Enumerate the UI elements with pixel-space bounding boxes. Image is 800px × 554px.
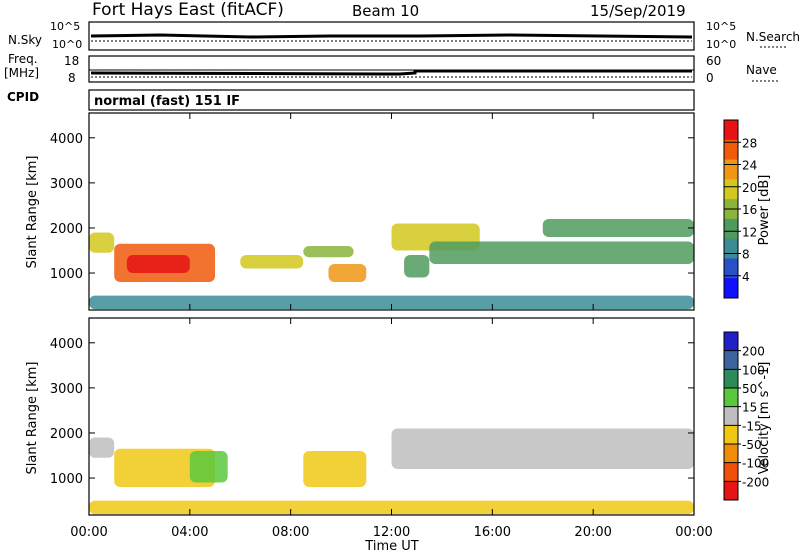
cpid-panel-frame	[88, 89, 695, 111]
velocity-colorbar-tick-label-4: -15	[742, 419, 762, 433]
power-region-2	[126, 255, 190, 274]
velocity-y-axis: 1000 2000 3000 4000	[50, 318, 695, 515]
power-colorbar-swatch-2	[724, 159, 738, 180]
velocity-colorbar-swatch-8	[724, 481, 738, 501]
power-y-axis: 1000 2000 3000 4000	[50, 113, 695, 310]
power-colorbar-tick-label-2: 12	[742, 225, 757, 239]
x-tick-label-6: 00:00	[675, 525, 712, 540]
x-tick-label-4: 16:00	[474, 525, 511, 540]
velocity-heatmap	[89, 428, 694, 515]
noise-right-label: N.Search	[746, 30, 800, 44]
velocity-colorbar-swatch-7	[724, 462, 738, 482]
power-colorbar-swatch-0	[724, 120, 738, 141]
noise-right-tick-top: 10^5	[706, 20, 736, 33]
freq-panel-frame	[88, 55, 695, 83]
power-colorbar-tick-label-5: 24	[742, 159, 757, 173]
noise-left-label: N.Sky	[8, 33, 42, 47]
beam-title: Beam 10	[352, 2, 419, 20]
x-tick-label-2: 08:00	[272, 525, 309, 540]
power-region-0	[89, 232, 115, 253]
velocity-colorbar-tick-label-3: 15	[742, 401, 757, 415]
velocity-region-3	[303, 450, 367, 488]
noise-panel-frame	[88, 21, 695, 51]
velocity-ytick-label-2: 3000	[50, 382, 83, 397]
velocity-colorbar-swatch-2	[724, 369, 738, 389]
freq-trace	[90, 69, 692, 76]
velocity-colorbar-tick-label-0: 200	[742, 345, 765, 359]
power-region-4	[303, 245, 354, 258]
power-colorbar-tick-label-4: 20	[742, 181, 757, 195]
power-region-10	[89, 295, 694, 310]
power-region-8	[429, 241, 694, 265]
velocity-ylabel: Slant Range [km]	[25, 362, 40, 475]
velocity-colorbar-tick-label-5: -50	[742, 438, 762, 452]
power-ytick-label-1: 2000	[50, 222, 83, 237]
velocity-colorbar-frame	[723, 331, 739, 501]
velocity-colorbar-swatch-0	[724, 332, 738, 352]
power-colorbar-swatch-5	[724, 218, 738, 240]
velocity-colorbar-tick-label-2: 50	[742, 382, 757, 396]
noise-left-tick-top: 10^5	[50, 20, 80, 33]
power-region-5	[328, 264, 367, 283]
x-axis-label: Time UT	[364, 539, 418, 554]
power-colorbar-label: Power [dB]	[757, 175, 772, 246]
noise-right-tick-bottom: 10^0	[706, 38, 736, 51]
power-colorbar-tick-label-0: 4	[742, 270, 750, 284]
velocity-region-2	[189, 450, 228, 483]
power-colorbar-swatch-1	[724, 139, 738, 161]
power-colorbar-swatch-6	[724, 238, 738, 259]
power-ytick-label-0: 1000	[50, 267, 83, 282]
power-colorbar-swatch-7	[724, 258, 738, 279]
power-region-7	[404, 255, 430, 278]
noise-left-tick-bottom: 10^0	[52, 38, 82, 51]
velocity-colorbar-swatch-4	[724, 406, 738, 426]
freq-left-tick-bottom: 8	[68, 71, 76, 85]
velocity-colorbar-swatch-6	[724, 444, 738, 464]
power-ytick-label-3: 4000	[50, 132, 83, 147]
velocity-colorbar-swatch-1	[724, 350, 738, 370]
velocity-colorbar-tick-label-6: -100	[742, 457, 769, 471]
power-colorbar: 4 8 12 16 20 24 28	[723, 119, 757, 299]
velocity-colorbar-swatch-3	[724, 388, 738, 408]
power-colorbar-tick-label-3: 16	[742, 203, 757, 217]
x-tick-label-5: 20:00	[574, 525, 611, 540]
velocity-region-4	[391, 428, 694, 470]
velocity-colorbar: 200 100 50 15 -15 -50 -100 -200	[723, 331, 769, 501]
velocity-colorbar-swatch-5	[724, 425, 738, 445]
power-ytick-label-2: 3000	[50, 177, 83, 192]
freq-right-tick-top: 60	[706, 54, 721, 68]
velocity-colorbar-tick-label-7: -200	[742, 475, 769, 489]
freq-left-tick-top: 18	[64, 54, 79, 68]
freq-right-tick-bottom: 0	[706, 71, 714, 85]
velocity-ytick-label-1: 2000	[50, 427, 83, 442]
cpid-text: normal (fast) 151 IF	[94, 94, 240, 109]
velocity-colorbar-tick-label-1: 100	[742, 363, 765, 377]
x-tick-label-0: 00:00	[70, 525, 107, 540]
velocity-ytick-label-0: 1000	[50, 472, 83, 487]
freq-right-label: Nave	[746, 63, 777, 77]
x-tick-label-1: 04:00	[171, 525, 208, 540]
power-colorbar-tick-label-1: 8	[742, 248, 750, 262]
velocity-ytick-label-3: 4000	[50, 337, 83, 352]
velocity-colorbar-label: Velocity [m s^-1]	[757, 362, 772, 475]
power-region-9	[542, 218, 694, 237]
power-colorbar-swatch-8	[724, 278, 738, 299]
noise-sky-trace	[90, 33, 693, 39]
freq-left-label-2: [MHz]	[4, 66, 39, 80]
date-title: 15/Sep/2019	[590, 2, 686, 20]
power-region-3	[240, 255, 304, 269]
power-heatmap	[89, 218, 694, 310]
station-title: Fort Hays East (fitACF)	[92, 0, 284, 20]
velocity-region-0	[89, 437, 115, 458]
cpid-label: CPID	[7, 90, 39, 104]
freq-left-label-1: Freq.	[8, 52, 38, 66]
velocity-region-5	[89, 500, 694, 515]
x-tick-label-3: 12:00	[373, 525, 410, 540]
time-x-axis: 00:00 04:00 08:00 12:00 16:00 20:00 00:00	[70, 525, 712, 540]
power-ylabel: Slant Range [km]	[25, 156, 40, 269]
power-colorbar-swatch-3	[724, 179, 738, 200]
power-colorbar-tick-label-6: 28	[742, 136, 757, 150]
